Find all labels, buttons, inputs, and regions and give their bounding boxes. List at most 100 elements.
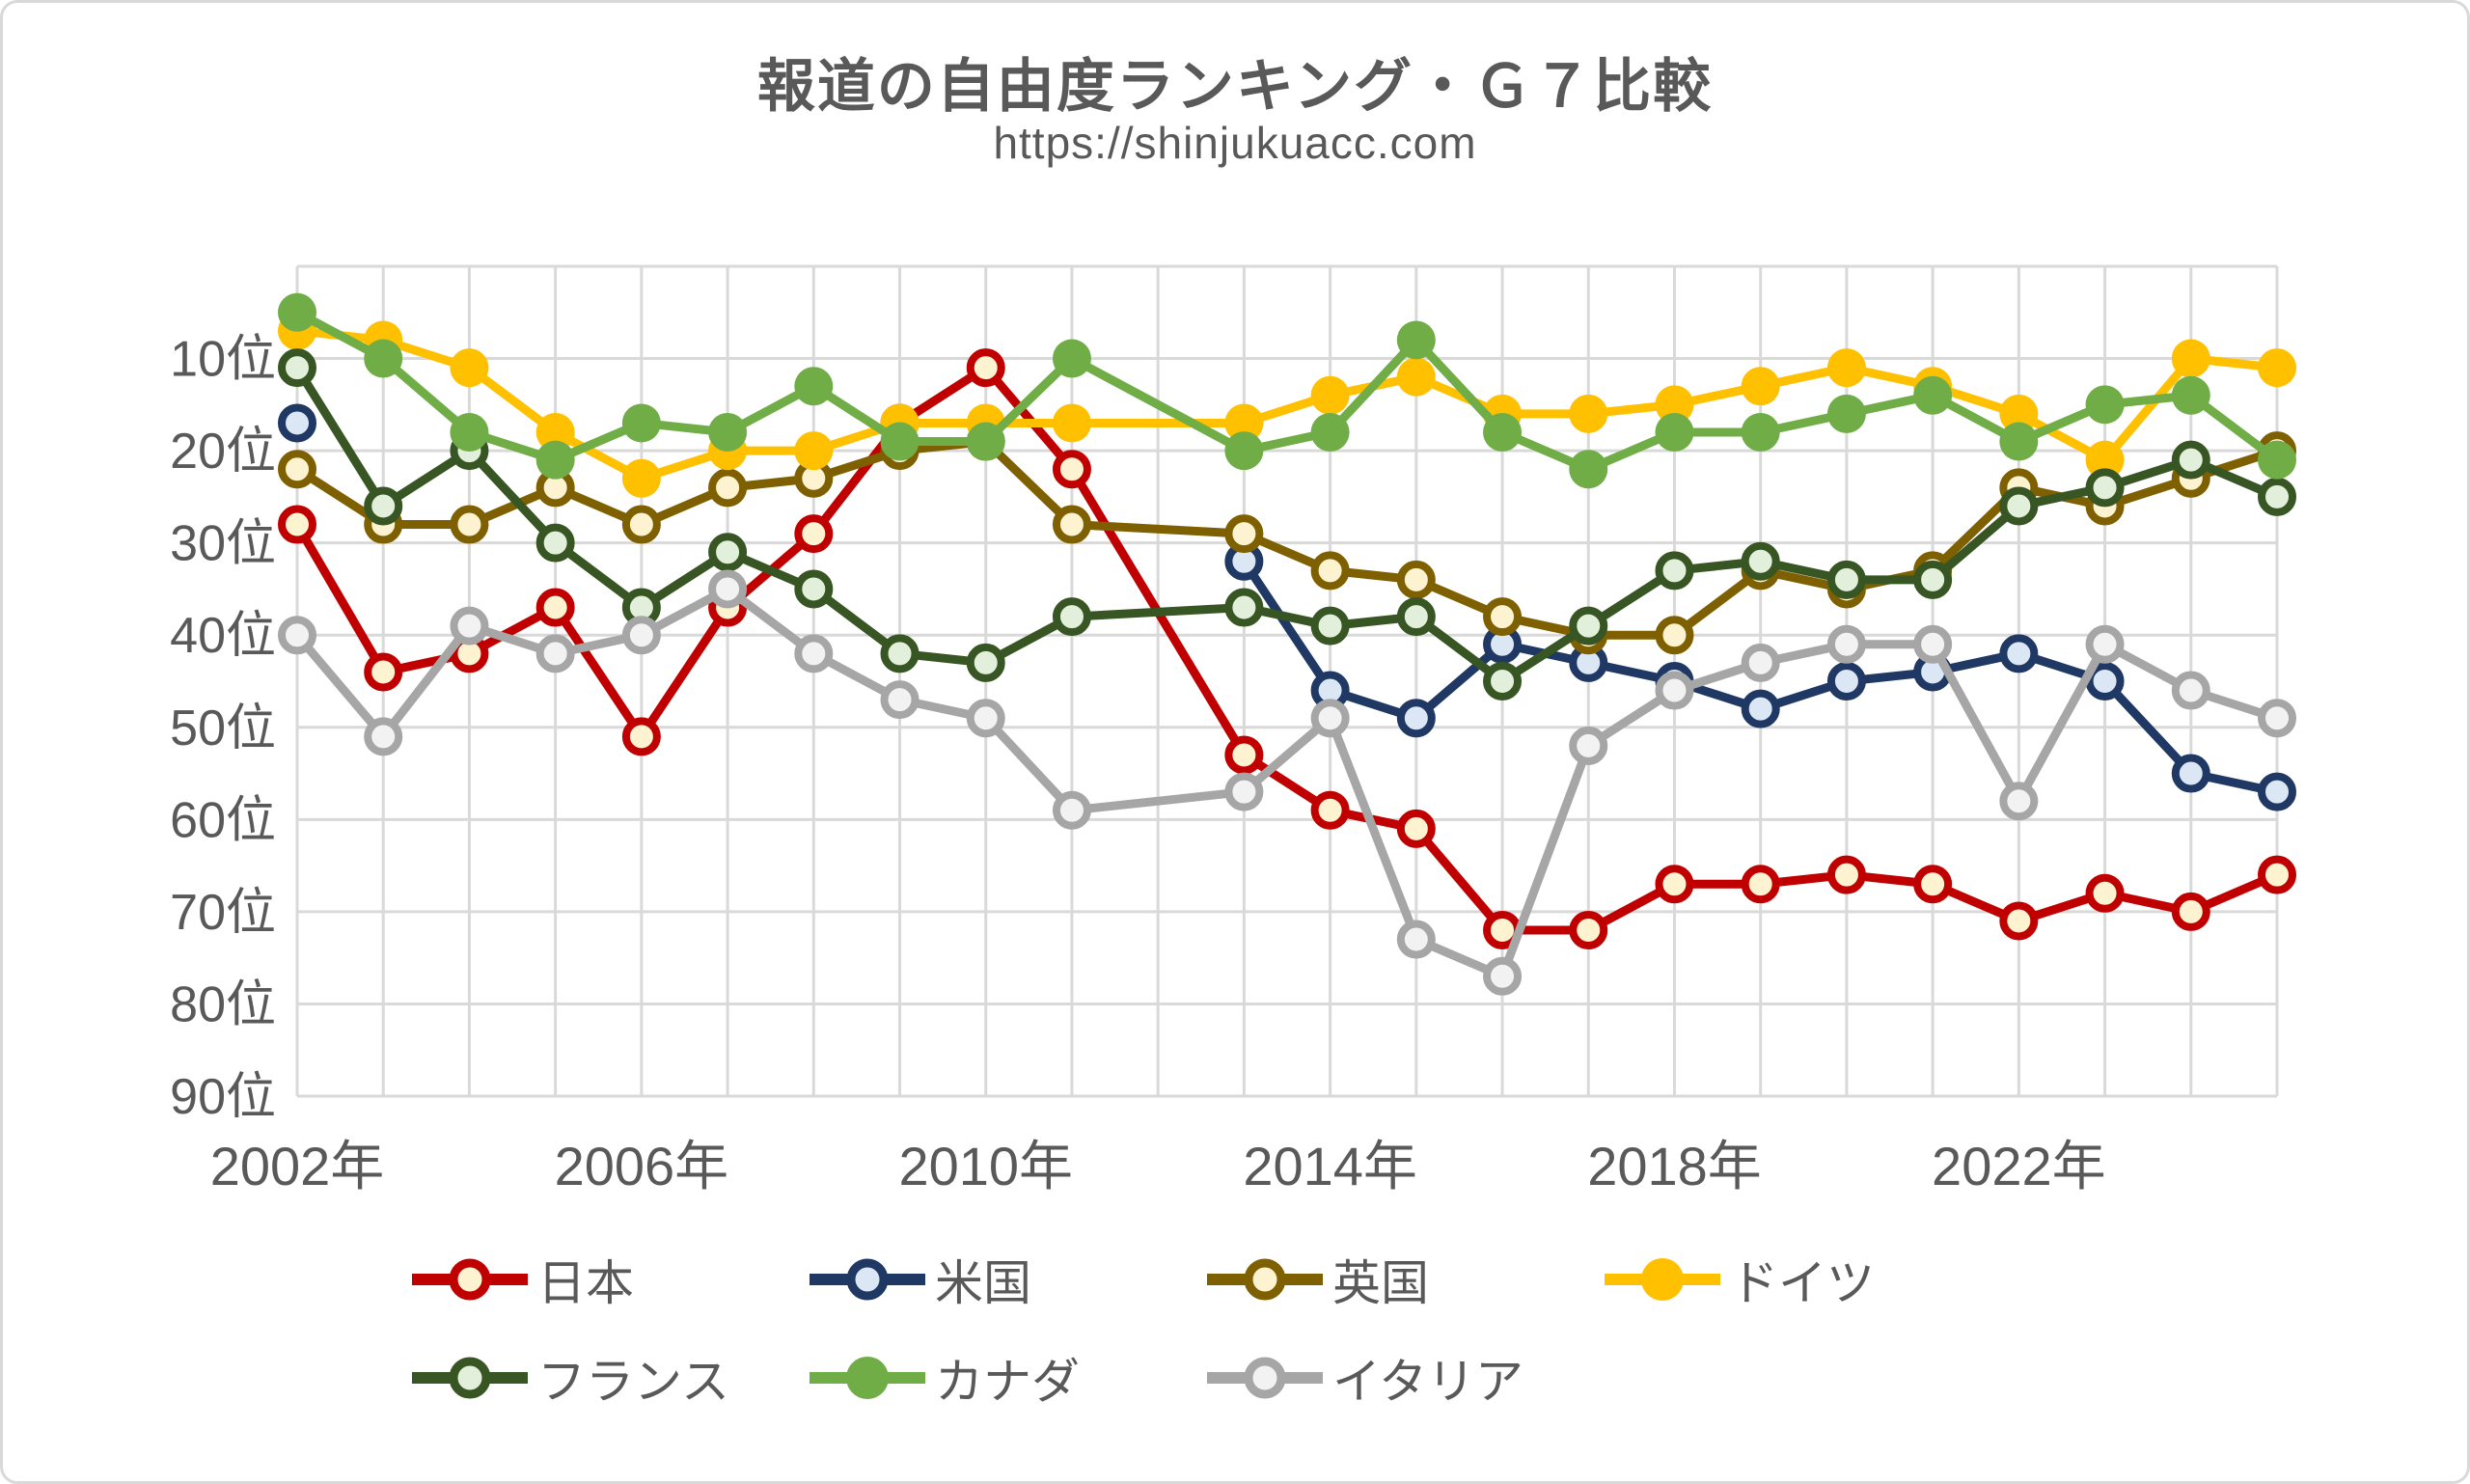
data-point-日本-2002	[278, 505, 316, 544]
data-point-イタリア-2023	[2085, 624, 2125, 664]
legend-item-us: 米国	[806, 1246, 1203, 1313]
data-point-イタリア-2013	[1224, 772, 1264, 811]
y-axis-label: 60位	[170, 792, 276, 848]
data-point-イタリア-2014	[1310, 699, 1350, 738]
france-line-marker-icon	[412, 1357, 528, 1399]
data-point-ドイツ-2006	[621, 458, 661, 498]
data-point-カナダ-2018	[1655, 413, 1694, 452]
data-point-イタリア-2024	[2171, 671, 2210, 710]
data-point-カナダ-2025	[2258, 440, 2296, 480]
x-axis-label: 2002年	[210, 1136, 385, 1196]
data-point-イタリア-2020	[1826, 624, 1866, 664]
y-axis-label: 10位	[170, 332, 276, 388]
data-point-フランス-2014	[1310, 606, 1350, 646]
data-point-ドイツ-2025	[2258, 348, 2296, 388]
legend-glyph-part	[1641, 1258, 1684, 1301]
data-point-ドイツ-2013	[1224, 403, 1264, 443]
data-point-フランス-2002	[278, 348, 316, 388]
data-point-フランス-2022	[1999, 486, 2039, 526]
data-point-カナダ-2005	[535, 440, 575, 480]
data-point-イタリア-2021	[1913, 624, 1953, 664]
legend-glyph-part	[449, 1357, 491, 1399]
data-point-英国-2016	[1483, 597, 1523, 637]
y-axis-label: 80位	[170, 976, 276, 1032]
data-point-日本-2025	[2258, 855, 2296, 894]
data-point-カナダ-2013	[1224, 431, 1264, 471]
legend-label: 日本	[537, 1256, 634, 1310]
data-point-イタリア-2011	[1052, 790, 1091, 830]
data-point-英国-2014	[1310, 551, 1350, 591]
data-point-ドイツ-2017	[1569, 394, 1608, 433]
data-point-フランス-2020	[1826, 560, 1866, 599]
legend-label: フランス	[537, 1355, 729, 1409]
data-point-カナダ-2022	[1999, 422, 2039, 461]
data-point-英国-2013	[1224, 514, 1264, 554]
data-point-米国-2024	[2171, 754, 2210, 793]
data-point-米国-2020	[1826, 662, 1866, 701]
data-point-カナダ-2011	[1052, 339, 1091, 378]
legend-glyph-part	[846, 1357, 889, 1399]
data-point-フランス-2025	[2258, 477, 2296, 516]
data-point-日本-2018	[1655, 865, 1694, 904]
legend-glyph-part	[1244, 1258, 1286, 1301]
data-point-カナダ-2023	[2085, 385, 2125, 425]
y-axis-label: 70位	[170, 885, 276, 941]
legend-item-germany: ドイツ	[1601, 1246, 1998, 1313]
data-point-イタリア-2019	[1741, 643, 1780, 682]
data-point-ドイツ-2024	[2171, 339, 2210, 378]
germany-line-marker-icon	[1605, 1258, 1720, 1301]
data-point-米国-2015	[1396, 699, 1436, 738]
data-point-イタリア-2002	[278, 616, 316, 655]
us-line-marker-icon	[810, 1258, 925, 1301]
data-point-ドイツ-2020	[1826, 348, 1866, 388]
data-point-イタリア-2009	[880, 680, 919, 720]
data-point-イタリア-2005	[535, 634, 575, 673]
data-point-フランス-2007	[708, 533, 748, 572]
data-point-カナダ-2006	[621, 403, 661, 443]
data-point-英国-2006	[621, 505, 661, 544]
canada-line-marker-icon	[810, 1357, 925, 1399]
data-point-カナダ-2015	[1396, 320, 1436, 360]
x-axis-label: 2010年	[898, 1136, 1073, 1196]
data-point-日本-2022	[1999, 901, 2039, 941]
data-point-英国-2004	[450, 505, 489, 544]
data-point-イタリア-2017	[1569, 726, 1608, 765]
data-point-日本-2017	[1569, 911, 1608, 949]
data-point-フランス-2009	[880, 634, 919, 673]
data-point-日本-2013	[1224, 735, 1264, 775]
data-point-カナダ-2009	[880, 422, 919, 461]
data-point-フランス-2021	[1913, 560, 1953, 599]
data-point-イタリア-2008	[794, 634, 834, 673]
data-point-ドイツ-2018	[1655, 385, 1694, 425]
legend-item-italy: イタリア	[1203, 1344, 1601, 1412]
series-line-ドイツ	[292, 326, 2282, 483]
legend-label: 英国	[1332, 1256, 1429, 1310]
data-point-カナダ-2008	[794, 367, 834, 406]
legend-glyph-part	[449, 1258, 491, 1301]
legend-item-japan: 日本	[408, 1246, 806, 1313]
data-point-日本-2005	[535, 588, 575, 627]
data-point-日本-2014	[1310, 790, 1350, 830]
data-point-日本-2024	[2171, 892, 2210, 931]
data-point-カナダ-2016	[1483, 413, 1523, 452]
data-point-米国-2022	[1999, 634, 2039, 673]
data-point-イタリア-2022	[1999, 782, 2039, 821]
data-point-フランス-2019	[1741, 541, 1780, 581]
data-point-フランス-2005	[535, 523, 575, 563]
legend-glyph-part	[846, 1258, 889, 1301]
y-axis-label: 50位	[170, 701, 276, 756]
data-point-フランス-2008	[794, 569, 834, 609]
y-axis-label: 30位	[170, 516, 276, 572]
y-axis-label: 40位	[170, 608, 276, 664]
data-point-ドイツ-2014	[1310, 375, 1350, 415]
data-point-フランス-2024	[2171, 440, 2210, 480]
data-point-日本-2023	[2085, 873, 2125, 913]
data-point-イタリア-2006	[621, 616, 661, 655]
legend-label: 米国	[935, 1256, 1031, 1310]
data-point-日本-2003	[364, 652, 403, 692]
data-point-イタリア-2016	[1483, 956, 1523, 996]
data-point-フランス-2017	[1569, 606, 1608, 646]
data-point-ドイツ-2015	[1396, 357, 1436, 397]
legend-label: ドイツ	[1730, 1256, 1875, 1310]
